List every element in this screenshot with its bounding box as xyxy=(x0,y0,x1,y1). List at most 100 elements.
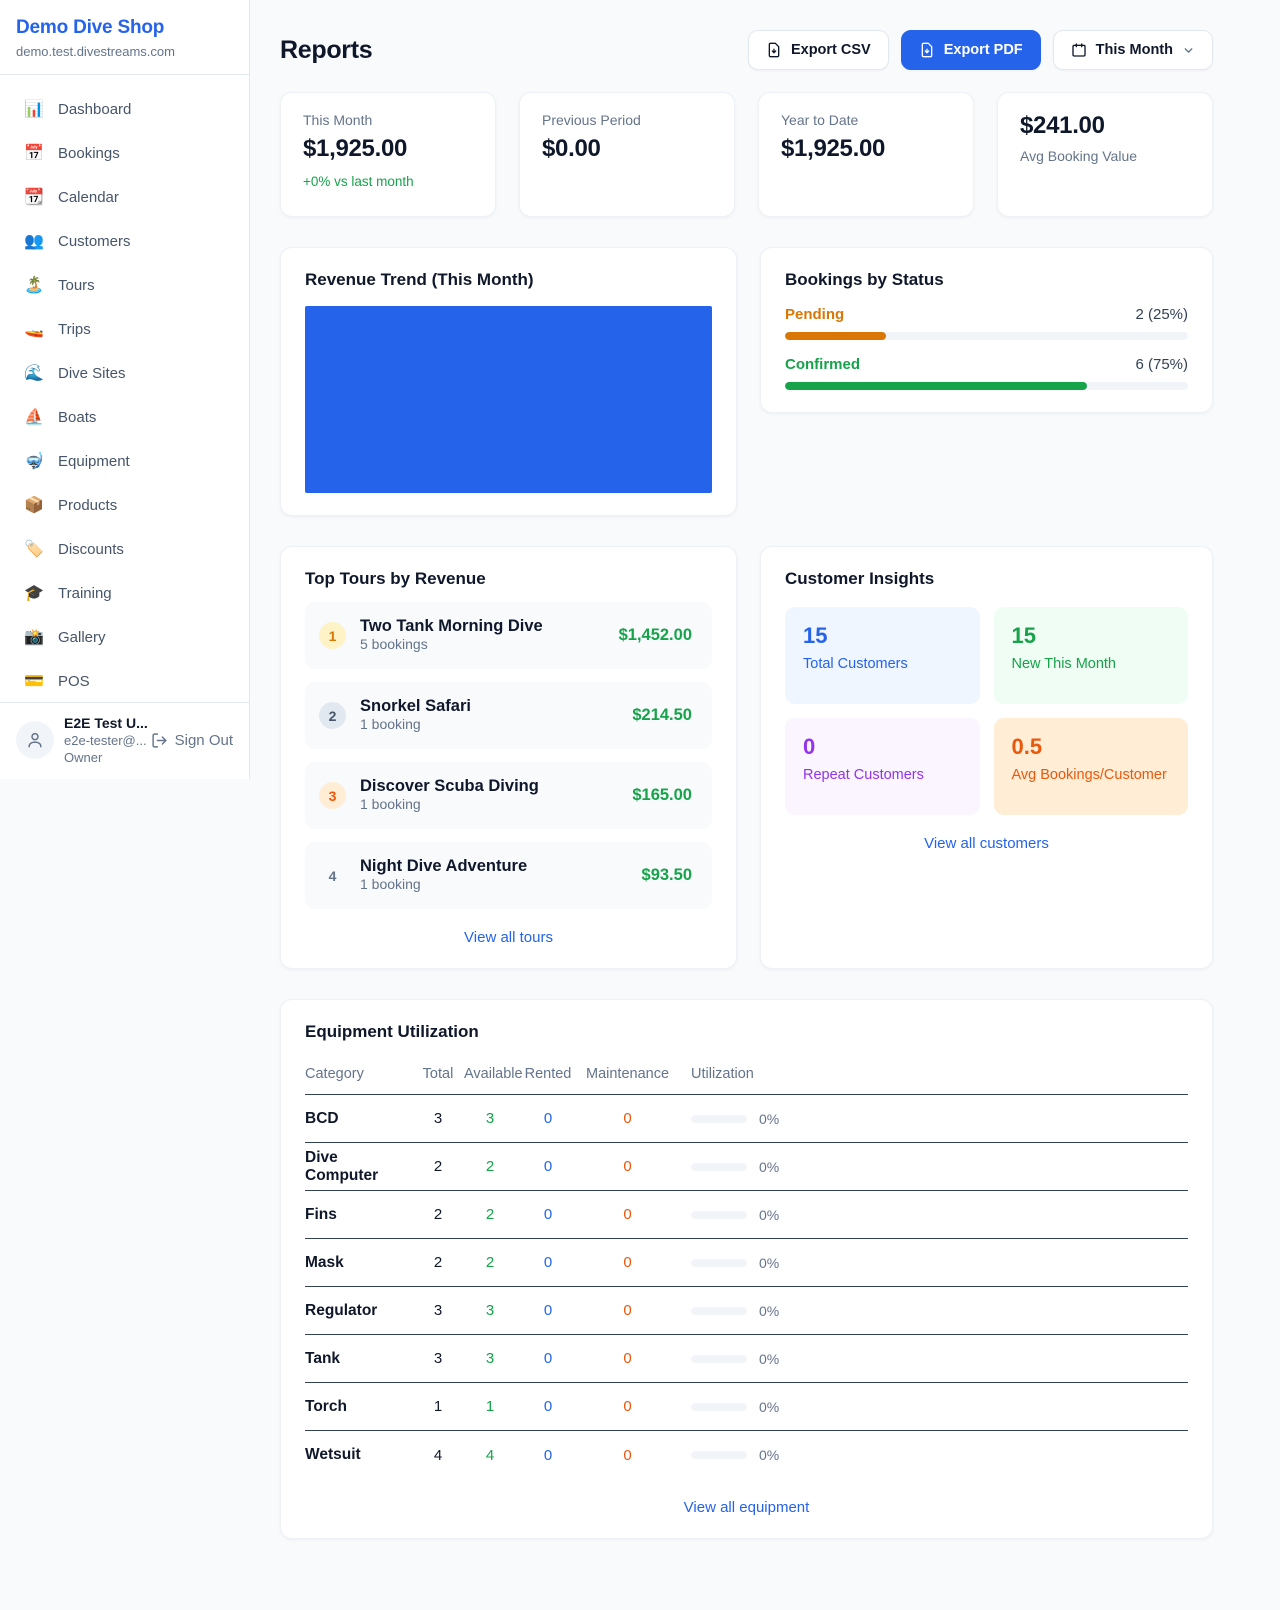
cell-rented: 0 xyxy=(543,1302,553,1319)
utilization-percent: 0% xyxy=(759,1110,780,1127)
tile-total-customers: 15 Total Customers xyxy=(785,607,980,704)
sidebar-item-label: Boats xyxy=(58,408,97,426)
tour-name: Discover Scuba Diving xyxy=(360,777,539,795)
sidebar-item-tours[interactable]: 🏝️ Tours xyxy=(12,265,237,305)
tile-repeat-customers: 0 Repeat Customers xyxy=(785,718,980,815)
tours-island-icon: 🏝️ xyxy=(24,277,44,294)
cell-maintenance: 0 xyxy=(623,1350,632,1367)
stats-row: This Month $1,925.00 +0% vs last month P… xyxy=(280,92,1213,217)
export-csv-button[interactable]: Export CSV xyxy=(747,30,889,70)
revenue-trend-card: Revenue Trend (This Month) xyxy=(280,247,737,516)
sidebar-item-discounts[interactable]: 🏷️ Discounts xyxy=(12,529,237,569)
rank-badge: 1 xyxy=(319,622,346,649)
insight-tiles: 15 Total Customers 15 New This Month 0 R… xyxy=(785,607,1188,815)
cell-total: 1 xyxy=(433,1398,443,1415)
sidebar-item-label: Products xyxy=(58,496,118,514)
tour-revenue: $165.00 xyxy=(632,786,692,804)
column-header-utilization: Utilization xyxy=(691,1066,754,1082)
cell-maintenance: 0 xyxy=(623,1206,632,1223)
sidebar-item-products[interactable]: 📦 Products xyxy=(12,485,237,525)
sidebar-item-boats[interactable]: ⛵ Boats xyxy=(12,397,237,437)
cell-available: 3 xyxy=(485,1350,495,1367)
view-all-customers-link[interactable]: View all customers xyxy=(924,835,1049,852)
tag-icon: 🏷️ xyxy=(24,541,44,558)
shop-header: Demo Dive Shop demo.test.divestreams.com xyxy=(0,0,249,75)
sidebar-item-training[interactable]: 🎓 Training xyxy=(12,573,237,613)
user-meta: E2E Test U... e2e-tester@... Owner xyxy=(64,715,148,765)
sign-out-button[interactable]: Sign Out xyxy=(151,732,233,749)
sidebar-item-dashboard[interactable]: 📊 Dashboard xyxy=(12,89,237,129)
tour-row[interactable]: 1 Two Tank Morning Dive 5 bookings $1,452… xyxy=(305,602,712,669)
sidebar-item-dive-sites[interactable]: 🌊 Dive Sites xyxy=(12,353,237,393)
sidebar-item-label: Trips xyxy=(58,320,91,338)
sidebar-item-equipment[interactable]: 🤿 Equipment xyxy=(12,441,237,481)
tile-value: 0.5 xyxy=(1011,734,1043,759)
tour-name: Snorkel Safari xyxy=(360,697,471,715)
column-header-maintenance: Maintenance xyxy=(585,1066,670,1082)
tour-bookings: 5 bookings xyxy=(360,636,428,652)
equipment-utilization-card: Equipment Utilization Category Total Ava… xyxy=(280,999,1213,1539)
cell-category: Regulator xyxy=(305,1301,378,1319)
stat-label: Year to Date xyxy=(781,112,859,128)
tour-bookings: 1 booking xyxy=(360,876,421,892)
sign-out-label: Sign Out xyxy=(174,731,233,749)
cell-total: 3 xyxy=(433,1302,443,1319)
cell-available: 2 xyxy=(485,1158,495,1175)
table-row: Wetsuit 4 4 0 0 0% xyxy=(305,1431,1188,1479)
column-header-rented: Rented xyxy=(524,1066,572,1082)
cell-maintenance: 0 xyxy=(623,1446,632,1464)
tile-avg-bookings-per-customer: 0.5 Avg Bookings/Customer xyxy=(993,718,1188,815)
utilization-bar xyxy=(691,1402,747,1411)
sidebar-item-label: Dive Sites xyxy=(58,364,126,382)
export-pdf-label: Export PDF xyxy=(943,42,1023,58)
cell-rented: 0 xyxy=(543,1110,553,1127)
sidebar-item-bookings[interactable]: 📅 Bookings xyxy=(12,133,237,173)
utilization-cell: 0% xyxy=(691,1399,1188,1415)
tour-row[interactable]: 4 Night Dive Adventure 1 booking $93.50 xyxy=(305,842,712,909)
charts-row: Revenue Trend (This Month) Bookings by S… xyxy=(280,247,1213,516)
table-row: Regulator 3 3 0 0 0% xyxy=(305,1287,1188,1335)
revenue-trend-chart xyxy=(305,306,712,493)
cell-total: 2 xyxy=(433,1158,443,1175)
tile-label: Total Customers xyxy=(803,656,908,672)
sidebar: Demo Dive Shop demo.test.divestreams.com… xyxy=(0,0,250,779)
view-all-equipment-link[interactable]: View all equipment xyxy=(683,1499,810,1516)
status-bar-fill xyxy=(785,382,1088,390)
utilization-percent: 0% xyxy=(759,1254,780,1271)
cell-category: Tank xyxy=(305,1349,341,1367)
sidebar-item-pos[interactable]: 💳 POS xyxy=(12,661,237,701)
cell-total: 2 xyxy=(433,1254,443,1271)
column-header-available: Available xyxy=(464,1066,523,1082)
tour-row[interactable]: 3 Discover Scuba Diving 1 booking $165.00 xyxy=(305,762,712,829)
dive-mask-icon: 🤿 xyxy=(24,453,44,470)
sidebar-item-gallery[interactable]: 📸 Gallery xyxy=(12,617,237,657)
cell-category: Fins xyxy=(305,1205,337,1223)
file-download-icon xyxy=(768,42,780,58)
sidebar-item-customers[interactable]: 👥 Customers xyxy=(12,221,237,261)
utilization-percent: 0% xyxy=(759,1302,780,1319)
status-label: Pending xyxy=(785,306,845,323)
period-dropdown[interactable]: This Month xyxy=(1052,30,1213,70)
stat-value: $241.00 xyxy=(1020,112,1105,139)
utilization-cell: 0% xyxy=(691,1111,1188,1127)
cell-maintenance: 0 xyxy=(623,1158,632,1175)
sidebar-item-trips[interactable]: 🚤 Trips xyxy=(12,309,237,349)
cell-maintenance: 0 xyxy=(623,1398,632,1415)
tour-row[interactable]: 2 Snorkel Safari 1 booking $214.50 xyxy=(305,682,712,749)
cell-category: Wetsuit xyxy=(305,1446,361,1463)
sidebar-item-label: Tours xyxy=(58,276,95,294)
cell-total: 3 xyxy=(433,1350,443,1367)
cell-category: Mask xyxy=(305,1253,344,1271)
equipment-table: Category Total Available Rented Maintena… xyxy=(305,1056,1188,1479)
utilization-percent: 0% xyxy=(759,1158,780,1175)
table-row: Dive Computer 2 2 0 0 0% xyxy=(305,1143,1188,1191)
top-tours-card: Top Tours by Revenue 1 Two Tank Morning … xyxy=(280,546,737,969)
sidebar-item-label: Training xyxy=(58,584,112,602)
tile-label: Repeat Customers xyxy=(803,767,924,783)
calendar-icon: 📆 xyxy=(24,189,44,206)
view-all-tours-link[interactable]: View all tours xyxy=(464,929,553,946)
page-title: Reports xyxy=(280,35,373,64)
stat-card-year-to-date: Year to Date $1,925.00 xyxy=(758,92,974,217)
sidebar-item-calendar[interactable]: 📆 Calendar xyxy=(12,177,237,217)
export-pdf-button[interactable]: Export PDF xyxy=(900,30,1041,70)
